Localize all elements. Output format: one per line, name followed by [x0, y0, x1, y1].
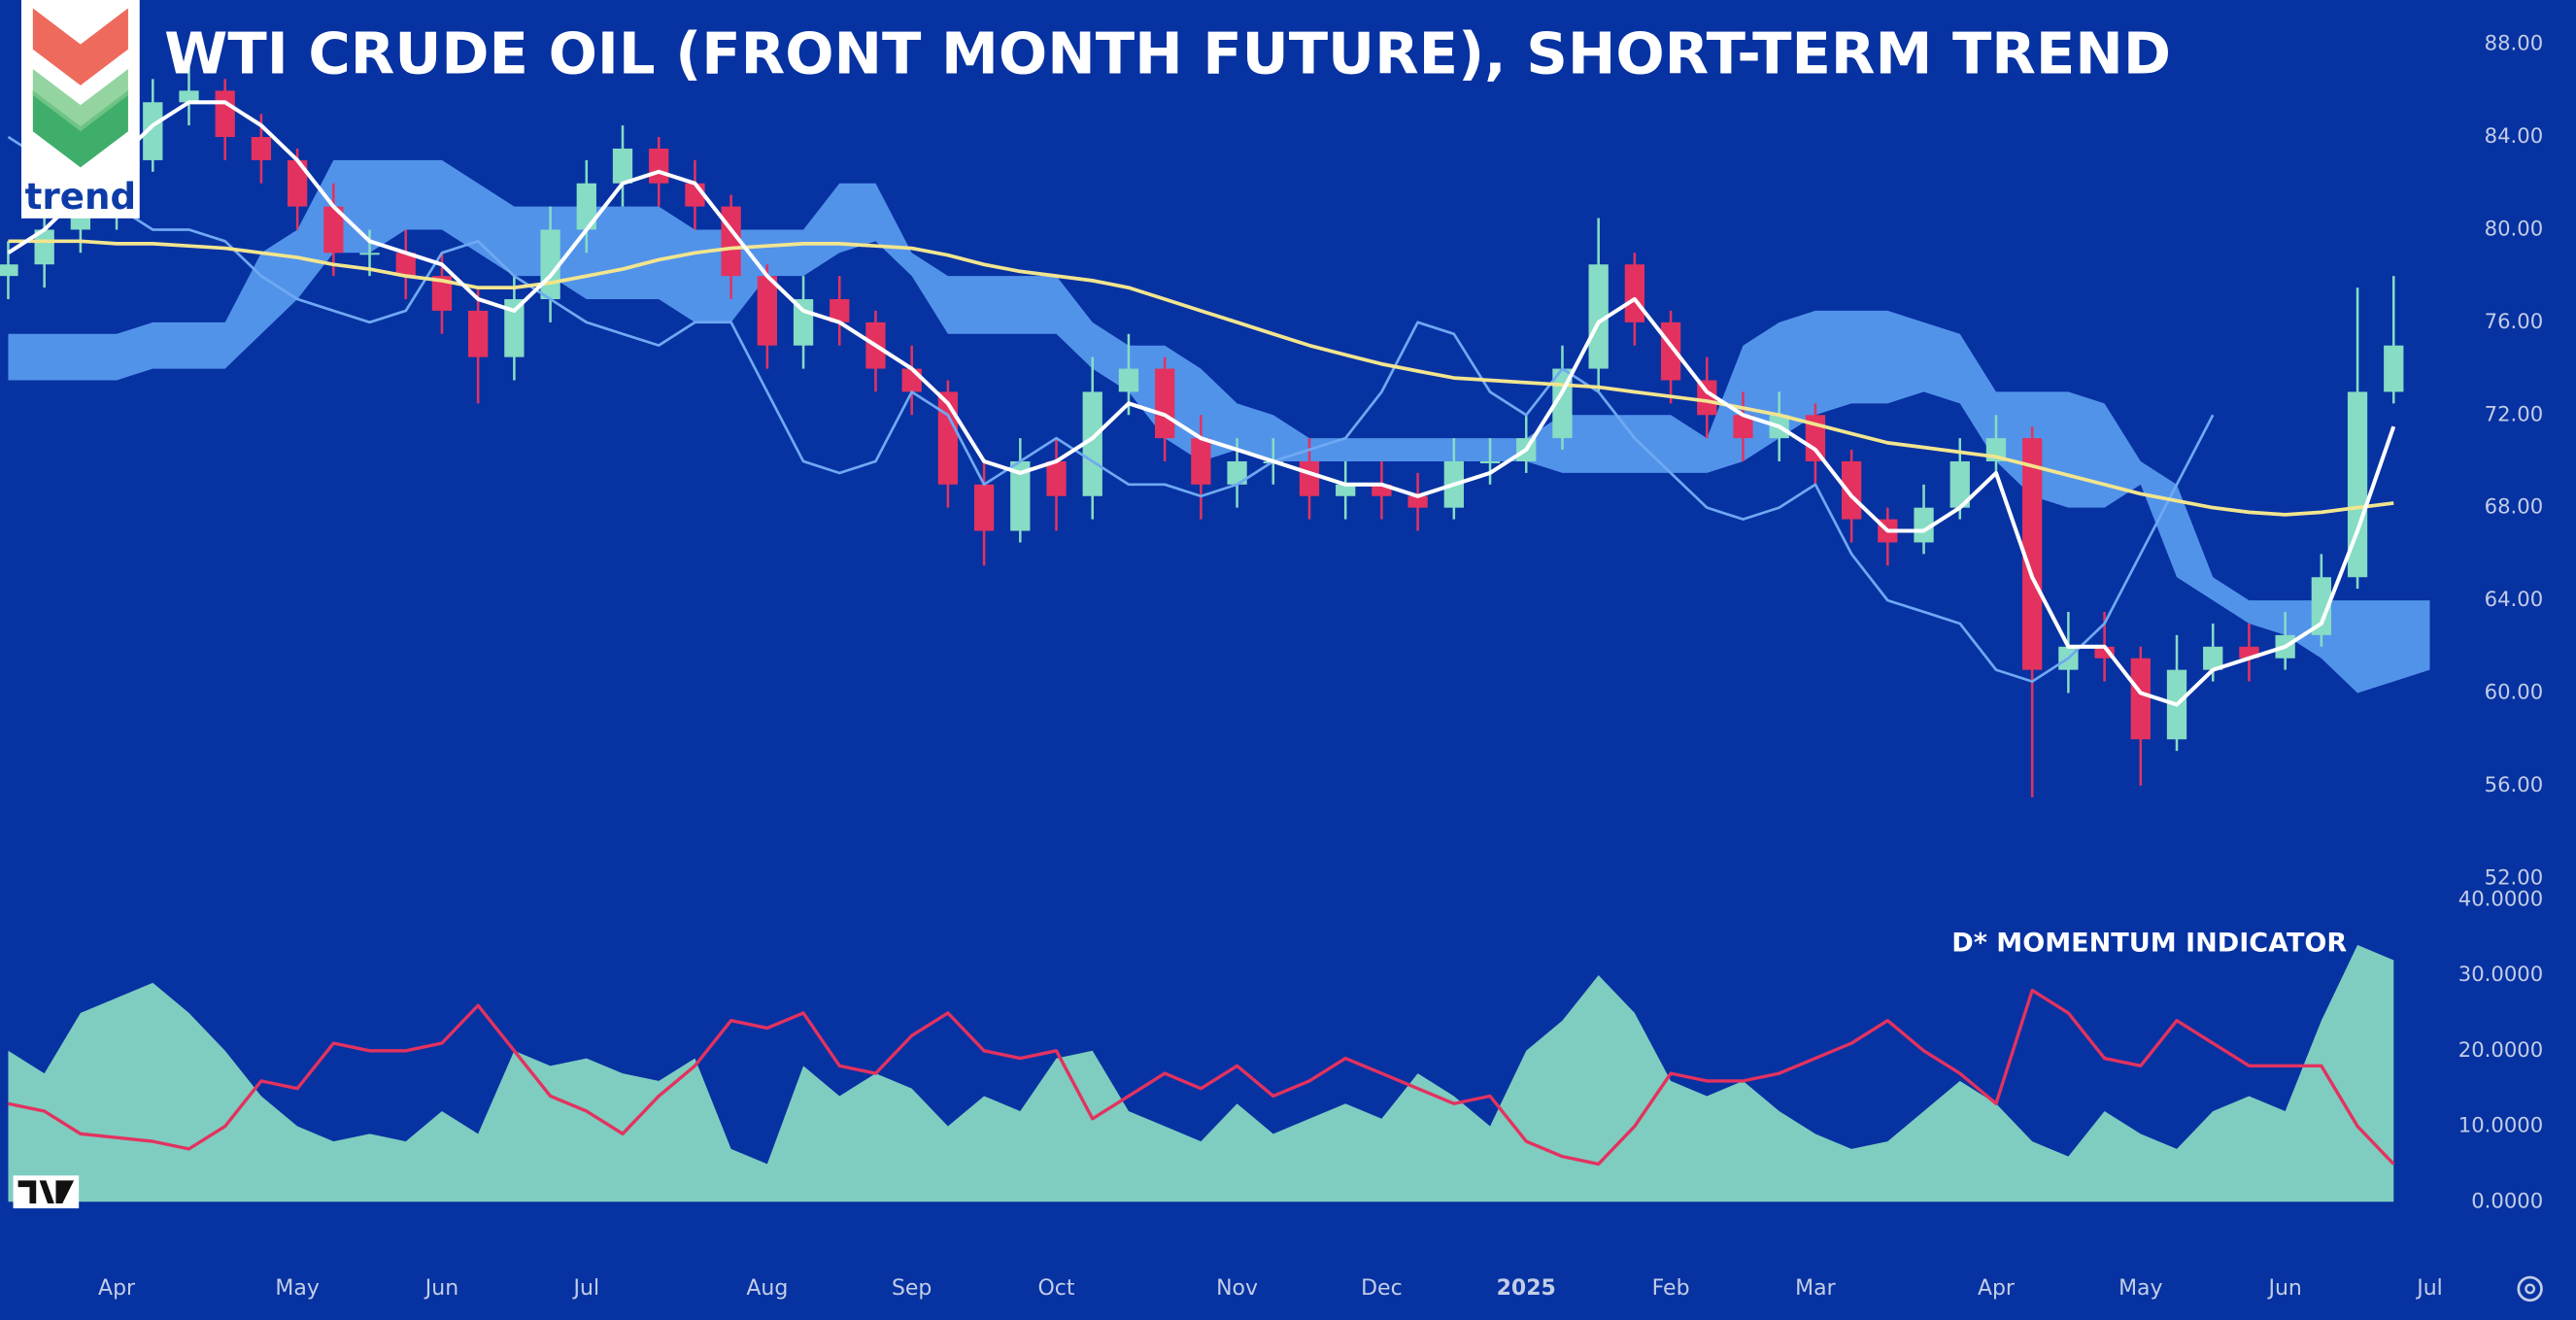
x-tick-label: Mar [1795, 1276, 1836, 1301]
settings-ring[interactable] [2517, 1275, 2543, 1303]
settings-icon[interactable] [2517, 1275, 2543, 1303]
x-tick-label: Jun [2266, 1276, 2301, 1301]
candle-body [0, 264, 18, 277]
momentum-line [8, 988, 2395, 1167]
logo: trend [20, 0, 140, 219]
x-tick-label: 2025 [1497, 1276, 1556, 1301]
candle-body [973, 484, 995, 531]
candle-body [2239, 646, 2259, 659]
candle-body [1733, 415, 1753, 439]
y-tick-label: 80.00 [2485, 216, 2544, 240]
candle-body [251, 137, 272, 160]
candle-body [1624, 264, 1645, 322]
candle-body [1010, 460, 1031, 531]
x-tick-label: Jul [2415, 1276, 2443, 1301]
candle-body [504, 299, 525, 357]
candle-body [1191, 438, 1211, 485]
candle-body [1697, 380, 1717, 416]
candle-body [1336, 484, 1356, 496]
logo-chevron-red [32, 8, 128, 85]
candle-body [2094, 646, 2115, 659]
logo-chevron-mid [32, 68, 128, 132]
candle-body [649, 148, 669, 184]
y-tick-label: 56.00 [2485, 772, 2544, 796]
candle-body [576, 183, 596, 230]
candle-body [757, 276, 777, 346]
candle-body [359, 253, 380, 255]
candle-body [1479, 460, 1501, 464]
candle-body [2384, 345, 2404, 392]
candle-body [1046, 460, 1067, 496]
candle-body [1588, 264, 1609, 369]
tv-logo [13, 1175, 80, 1209]
candle-body [215, 90, 235, 138]
candle-body [612, 148, 633, 184]
y-tick-label: 52.00 [2485, 864, 2544, 889]
momentum-area [8, 944, 2394, 1202]
y-tick-label: 88.00 [2485, 31, 2544, 55]
candle-body [1841, 460, 1862, 520]
indicator-line [8, 239, 2394, 517]
x-tick-label: Jun [424, 1276, 458, 1301]
y-tick-label: 10.0000 [2458, 1113, 2543, 1137]
x-tick-label: Sep [892, 1276, 932, 1301]
candle-body [143, 102, 163, 160]
candle-body [1407, 495, 1428, 508]
candle-body [901, 368, 922, 392]
y-tick-label: 76.00 [2485, 309, 2544, 333]
momentum-panel [8, 944, 2395, 1202]
candle-body [395, 253, 416, 277]
candle-body [1082, 391, 1102, 496]
axes: 52.00 56.00 60.00 64.00 68.00 72.00 76.00 80.00… [98, 31, 2543, 1301]
candle-body [2311, 577, 2331, 635]
indicator-line [7, 100, 2396, 707]
y-tick-label: 20.0000 [2458, 1037, 2543, 1062]
candle-body [34, 229, 54, 265]
x-tick-label: Dec [1361, 1276, 1403, 1301]
y-tick-label: 60.00 [2485, 679, 2544, 703]
y-tick-label: 30.0000 [2458, 962, 2543, 986]
candle-body [1914, 507, 1934, 543]
y-tick-label: 40.0000 [2458, 886, 2543, 910]
candle-body [1227, 460, 1247, 485]
y-tick-label: 64.00 [2485, 587, 2544, 611]
candle-body [323, 206, 344, 254]
x-tick-label: Oct [1038, 1276, 1075, 1301]
candle-body [1299, 460, 1320, 496]
y-tick-label: 84.00 [2485, 123, 2544, 148]
candle-body [468, 310, 489, 357]
candle-body [1118, 368, 1139, 392]
x-tick-label: Feb [1652, 1276, 1690, 1301]
cloud-band [8, 159, 2430, 694]
candle-body [830, 299, 850, 322]
candle-body [1949, 460, 1970, 508]
candle-body [2203, 646, 2223, 670]
x-tick-label: May [275, 1276, 319, 1301]
logo-text: trend [25, 175, 136, 218]
tv-logo-mark [17, 1180, 75, 1203]
x-tick-label: Apr [98, 1276, 136, 1301]
y-tick-label: 0.0000 [2471, 1188, 2543, 1212]
x-tick-label: Apr [1978, 1276, 2016, 1301]
y-tick-label: 68.00 [2485, 494, 2544, 519]
settings-center[interactable] [2525, 1283, 2536, 1295]
y-tick-label: 72.00 [2485, 401, 2544, 425]
candle-body [287, 159, 308, 207]
candle-body [2130, 658, 2151, 740]
x-tick-label: Aug [746, 1276, 788, 1301]
x-tick-label: May [2118, 1276, 2162, 1301]
indicator-title: D* MOMENTUM INDICATOR [1951, 928, 2347, 958]
candle-body [2022, 438, 2043, 670]
candle-body [431, 276, 453, 311]
x-tick-label: Jul [572, 1276, 600, 1301]
chart-title: WTI CRUDE OIL (FRONT MONTH FUTURE), SHOR… [164, 19, 2171, 86]
indicator-line [7, 135, 2215, 683]
x-tick-label: Nov [1216, 1276, 1258, 1301]
candle-body [179, 90, 199, 103]
candle-body [1155, 368, 1175, 439]
candle-body [1372, 484, 1392, 496]
candle-body [2347, 391, 2368, 578]
